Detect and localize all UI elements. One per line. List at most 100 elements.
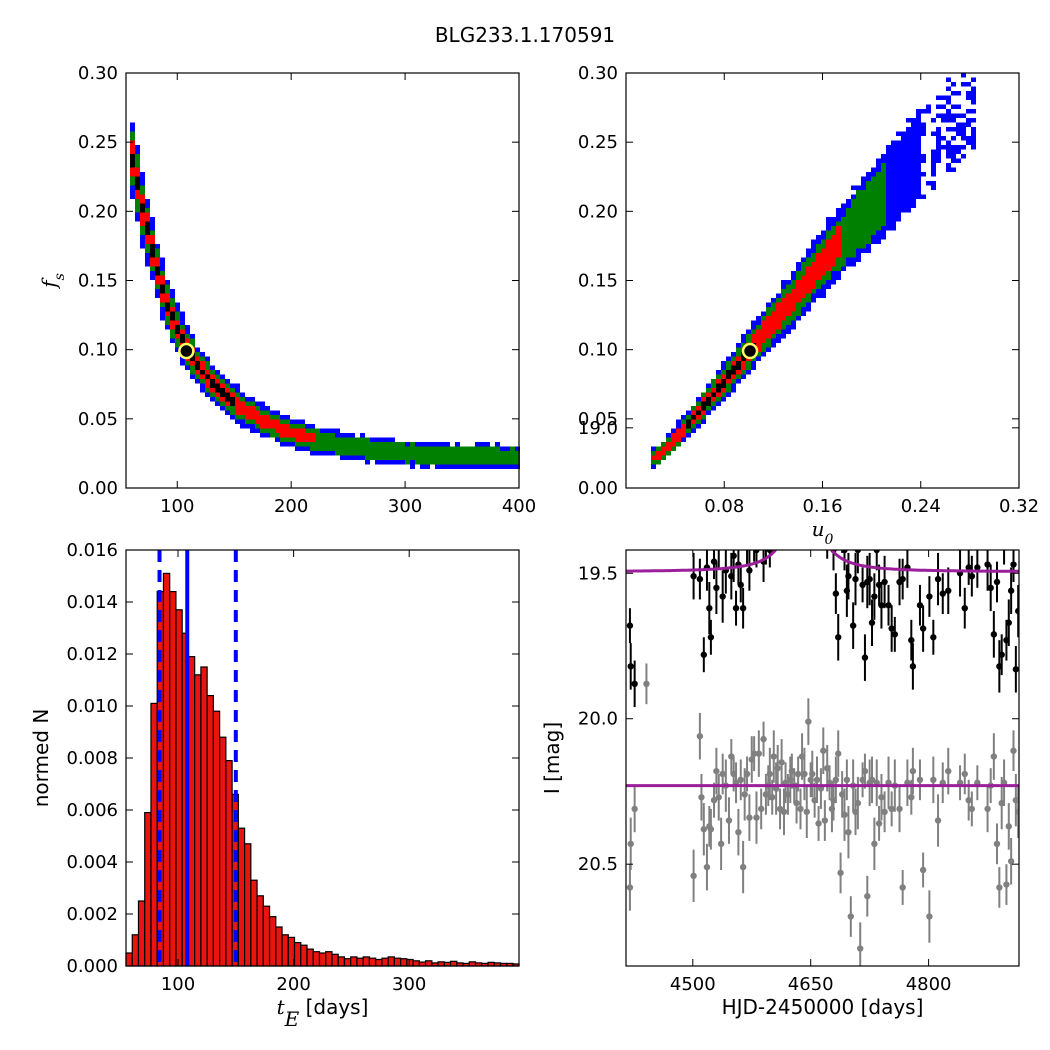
density-cell: [135, 190, 140, 195]
density-cell: [756, 316, 761, 321]
density-cell: [861, 185, 866, 190]
density-cell: [726, 383, 731, 388]
density-cell: [906, 185, 911, 190]
density-cell: [876, 194, 881, 199]
data-point: [896, 805, 903, 813]
y-tick-label: 0.00: [78, 478, 118, 499]
density-cell: [420, 442, 425, 447]
density-cell: [836, 262, 841, 267]
density-cell: [961, 154, 966, 159]
data-point: [631, 680, 638, 688]
density-cell: [480, 460, 485, 465]
density-cell: [240, 392, 245, 397]
density-cell: [731, 383, 736, 388]
density-cell: [906, 203, 911, 208]
density-cell: [861, 199, 866, 204]
density-cell: [716, 388, 721, 393]
density-cell: [751, 361, 756, 366]
density-cell: [135, 145, 140, 150]
density-cell: [250, 397, 255, 402]
density-cell: [961, 73, 966, 78]
density-cell: [425, 442, 430, 447]
density-cell: [175, 334, 180, 339]
density-cell: [916, 190, 921, 195]
y-tick-label: 0.012: [66, 644, 118, 665]
density-cell: [676, 433, 681, 438]
density-cell: [180, 338, 185, 343]
density-cell: [741, 338, 746, 343]
density-cell: [946, 167, 951, 172]
density-cell: [220, 374, 225, 379]
density-cell: [851, 208, 856, 213]
density-cell: [165, 293, 170, 298]
density-cell: [280, 433, 285, 438]
density-cell: [425, 464, 430, 469]
density-cell: [796, 275, 801, 280]
histogram-bar: [437, 961, 445, 967]
density-cell: [876, 221, 881, 226]
density-cell: [886, 185, 891, 190]
density-cell: [300, 437, 305, 442]
density-cell: [886, 212, 891, 217]
density-cell: [510, 460, 515, 465]
density-cell: [851, 244, 856, 249]
density-cell: [921, 109, 926, 114]
histogram-bar: [381, 957, 389, 967]
density-cell: [145, 244, 150, 249]
density-cell: [891, 217, 896, 222]
density-cell: [901, 154, 906, 159]
density-cell: [806, 307, 811, 312]
density-cell: [170, 302, 175, 307]
histogram-bar: [306, 948, 314, 967]
density-cell: [801, 257, 806, 262]
density-cell: [871, 208, 876, 213]
density-cell: [826, 257, 831, 262]
density-cell: [916, 131, 921, 136]
density-cell: [165, 302, 170, 307]
density-cell: [721, 392, 726, 397]
density-cell: [470, 455, 475, 460]
density-cell: [430, 460, 435, 465]
density-cell: [801, 311, 806, 316]
density-cell: [866, 208, 871, 213]
density-cell: [275, 410, 280, 415]
density-cell: [350, 437, 355, 442]
density-cell: [515, 451, 520, 456]
data-point: [778, 759, 785, 766]
density-cell: [866, 239, 871, 244]
density-cell: [315, 442, 320, 447]
data-point: [765, 494, 771, 500]
density-cell: [265, 424, 270, 429]
density-cell: [901, 190, 906, 195]
density-cell: [856, 217, 861, 222]
density-cell: [951, 145, 956, 150]
density-cell: [831, 275, 836, 280]
histogram-bar: [268, 915, 277, 967]
data-point: [782, 460, 788, 466]
y-tick-label: 0.25: [78, 132, 118, 153]
density-cell: [816, 289, 821, 294]
density-cell: [440, 446, 445, 451]
density-cell: [140, 194, 145, 199]
data-point: [857, 945, 864, 952]
density-cell: [786, 298, 791, 303]
density-cell: [951, 149, 956, 154]
density-cell: [956, 131, 961, 136]
panel-te-histogram: 100 200 3000.0000.0020.0040.0060.0080.0100…: [29, 540, 520, 1031]
data-point: [908, 636, 915, 644]
data-point: [730, 552, 737, 560]
density-cell: [886, 221, 891, 226]
density-cell: [886, 167, 891, 172]
data-point: [854, 550, 862, 554]
density-cell: [881, 203, 886, 208]
density-cell: [485, 442, 490, 447]
density-cell: [906, 118, 911, 123]
density-cell: [836, 244, 841, 249]
density-cell: [871, 199, 876, 204]
density-cell: [841, 244, 846, 249]
density-cell: [881, 176, 886, 181]
density-cell: [130, 140, 135, 145]
density-cell: [676, 424, 681, 429]
density-cell: [195, 374, 200, 379]
density-cell: [190, 343, 195, 348]
